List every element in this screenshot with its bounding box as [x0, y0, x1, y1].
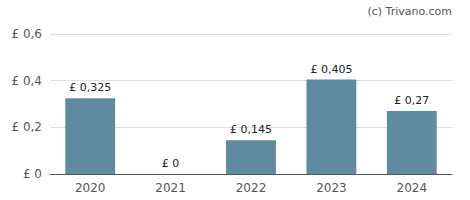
- svg-text:£ 0,6: £ 0,6: [11, 27, 42, 41]
- svg-text:£ 0,405: £ 0,405: [310, 63, 352, 76]
- svg-text:£ 0: £ 0: [162, 157, 180, 170]
- svg-text:2023: 2023: [316, 181, 347, 195]
- svg-text:£ 0,325: £ 0,325: [69, 81, 111, 94]
- svg-text:(c) Trivano.com: (c) Trivano.com: [367, 5, 452, 18]
- svg-text:£ 0,4: £ 0,4: [11, 74, 42, 88]
- svg-text:2024: 2024: [397, 181, 428, 195]
- svg-text:2020: 2020: [75, 181, 106, 195]
- svg-text:£ 0,145: £ 0,145: [230, 123, 272, 136]
- svg-text:£ 0,2: £ 0,2: [11, 120, 42, 134]
- svg-text:2022: 2022: [236, 181, 267, 195]
- svg-text:£ 0: £ 0: [23, 167, 42, 181]
- svg-text:£ 0,27: £ 0,27: [394, 94, 429, 107]
- svg-text:2021: 2021: [155, 181, 186, 195]
